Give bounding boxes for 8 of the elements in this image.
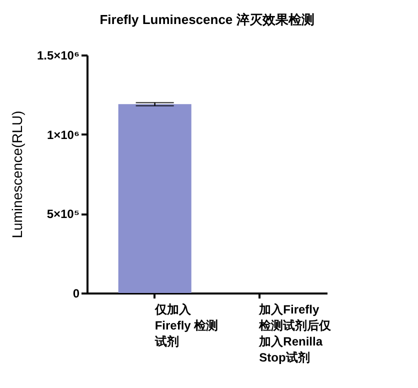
y-tick-label: 1.5×10⁶ — [36, 48, 80, 62]
x-tick-label: 加入Firefly检测试剂后仅加入Renilla Stop试剂 — [258, 302, 332, 364]
chart-title: Firefly Luminescence 淬灭效果检测 — [100, 12, 314, 27]
x-tick-label: 仅加入Firefly 检测试剂 — [154, 302, 218, 348]
y-axis-title: Luminescence(RLU) — [8, 110, 25, 238]
y-tick-label: 1×10⁶ — [46, 128, 80, 142]
y-tick-label: 0 — [72, 286, 80, 300]
y-tick-label: 5×10⁵ — [46, 207, 80, 222]
